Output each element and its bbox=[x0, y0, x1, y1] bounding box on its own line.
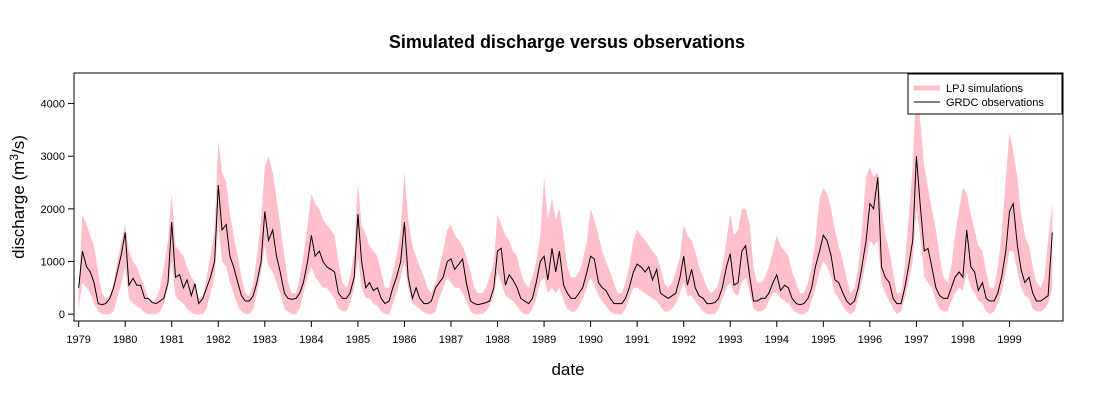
y-tick-label-0: 0 bbox=[59, 309, 65, 321]
x-tick-label-1986: 1986 bbox=[392, 334, 416, 346]
x-axis-title: date bbox=[551, 360, 584, 379]
y-axis-title-tail: /s) bbox=[9, 135, 28, 154]
observation-line bbox=[78, 156, 1053, 306]
legend-label-observations: GRDC observations bbox=[946, 97, 1044, 109]
x-tick-label-1982: 1982 bbox=[206, 334, 230, 346]
x-tick-label-1991: 1991 bbox=[625, 334, 649, 346]
x-tick-label-1985: 1985 bbox=[346, 334, 370, 346]
x-tick-label-1984: 1984 bbox=[299, 334, 323, 346]
x-tick-label-1983: 1983 bbox=[253, 334, 277, 346]
x-tick-label-1999: 1999 bbox=[997, 334, 1021, 346]
x-tick-label-1989: 1989 bbox=[532, 334, 556, 346]
x-tick-label-1987: 1987 bbox=[439, 334, 463, 346]
x-tick-label-1998: 1998 bbox=[951, 334, 975, 346]
simulation-band bbox=[78, 79, 1053, 315]
x-tick-label-1997: 1997 bbox=[904, 334, 928, 346]
legend-label-simulations: LPJ simulations bbox=[946, 83, 1024, 95]
x-tick-label-1996: 1996 bbox=[858, 334, 882, 346]
x-tick-label-1980: 1980 bbox=[113, 334, 137, 346]
x-tick-label-1993: 1993 bbox=[718, 334, 742, 346]
legend: LPJ simulations GRDC observations bbox=[907, 73, 1063, 115]
x-tick-label-1995: 1995 bbox=[811, 334, 835, 346]
y-tick-label-2000: 2000 bbox=[41, 204, 65, 216]
x-tick-label-1992: 1992 bbox=[671, 334, 695, 346]
y-tick-label-1000: 1000 bbox=[41, 257, 65, 269]
x-tick-label-1981: 1981 bbox=[159, 334, 183, 346]
observation-line-layer bbox=[78, 156, 1053, 306]
x-axis: 1979 1980 1981 1982 1983 1984 1985 1986 1987 1988… bbox=[66, 320, 1022, 346]
x-tick-label-1988: 1988 bbox=[485, 334, 509, 346]
chart-title: Simulated discharge versus observations bbox=[389, 32, 745, 52]
x-tick-label-1994: 1994 bbox=[765, 334, 789, 346]
y-tick-label-4000: 4000 bbox=[41, 99, 65, 111]
y-axis-title-main: discharge (m bbox=[9, 161, 28, 259]
y-axis-title-sup: 3 bbox=[7, 154, 21, 161]
y-tick-label-3000: 3000 bbox=[41, 151, 65, 163]
y-axis-title: discharge (m3/s) bbox=[7, 135, 28, 259]
x-tick-label-1990: 1990 bbox=[578, 334, 602, 346]
x-tick-label-1979: 1979 bbox=[66, 334, 90, 346]
legend-box bbox=[907, 73, 1063, 115]
simulation-band-layer bbox=[78, 79, 1053, 315]
y-axis: 0 1000 2000 3000 4000 bbox=[41, 99, 75, 321]
